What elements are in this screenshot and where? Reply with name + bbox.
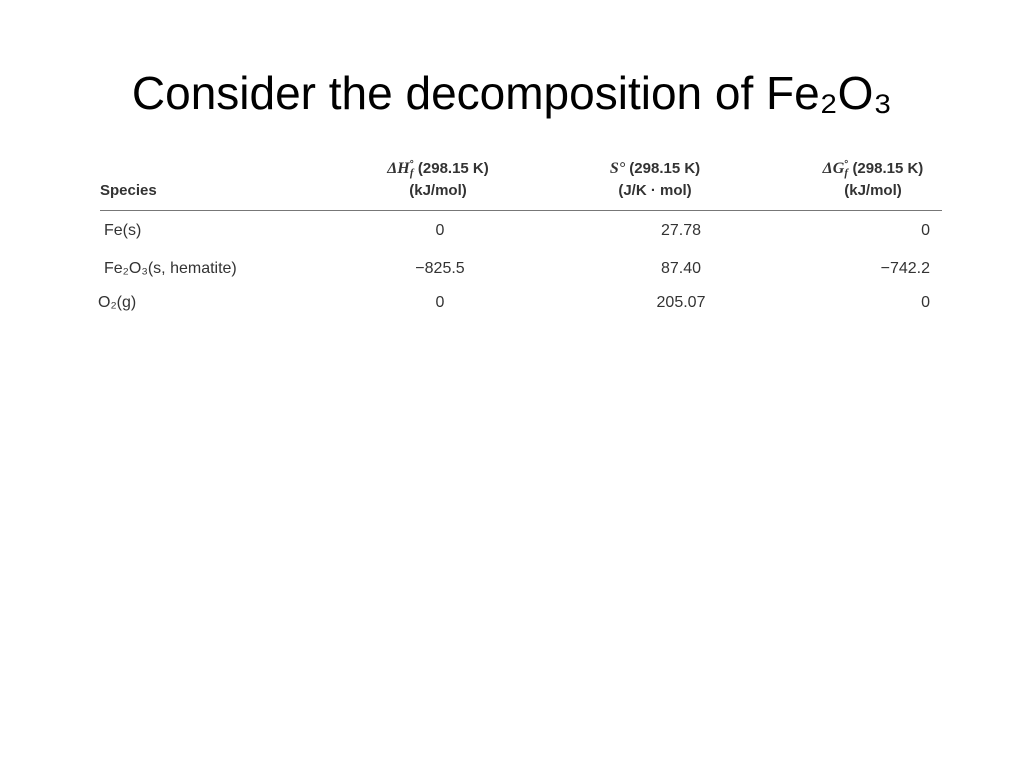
header-supsub: ° f [844,159,849,180]
value-cell: 0 [921,222,930,239]
value-cell: 0 [921,294,930,311]
value-cell: 205.07 [656,294,706,311]
header-unit: (J/K · mol) [618,182,692,199]
value-cell: 27.78 [660,222,702,239]
header-sub: f [409,167,414,180]
value-cell: 87.40 [660,260,702,277]
header-supsub: ° f [409,159,414,180]
header-rest: (298.15 K) [417,160,489,177]
header-symbol: S° [609,160,626,177]
value-cell: 0 [435,222,445,239]
value-cell: −742.2 [880,260,930,277]
species-cell: O₂(g) [98,294,137,311]
header-rest: (298.15 K) [629,160,701,177]
header-line: S° (298.15 K) [545,158,765,180]
header-unit: (kJ/mol) [844,182,902,199]
header-sub: f [844,167,849,180]
header-symbol: ΔH [387,160,410,177]
slide-title: Consider the decomposition of Fe₂O₃ [131,67,893,119]
header-rest: (298.15 K) [852,160,924,177]
value-cell: 0 [435,294,445,311]
header-line: ΔH ° f (298.15 K) [328,158,548,180]
species-cell: Fe₂O₃(s, hematite) [104,260,237,277]
header-symbol: ΔG [822,160,845,177]
header-sup: ° [844,159,849,171]
header-cell: ΔG ° f (298.15 K) (kJ/mol) [763,158,983,202]
species-cell: Fe(s) [104,222,142,239]
header-rule [100,210,942,211]
header-unit: (kJ/mol) [409,182,467,199]
header-line: ΔG ° f (298.15 K) [763,158,983,180]
header-sup: ° [409,159,414,171]
header-cell: S° (298.15 K) (J/K · mol) [545,158,765,202]
value-cell: −825.5 [415,260,465,277]
header-cell: ΔH ° f (298.15 K) (kJ/mol) [328,158,548,202]
header-label: Species [100,182,157,199]
header-cell: Species [100,180,157,202]
